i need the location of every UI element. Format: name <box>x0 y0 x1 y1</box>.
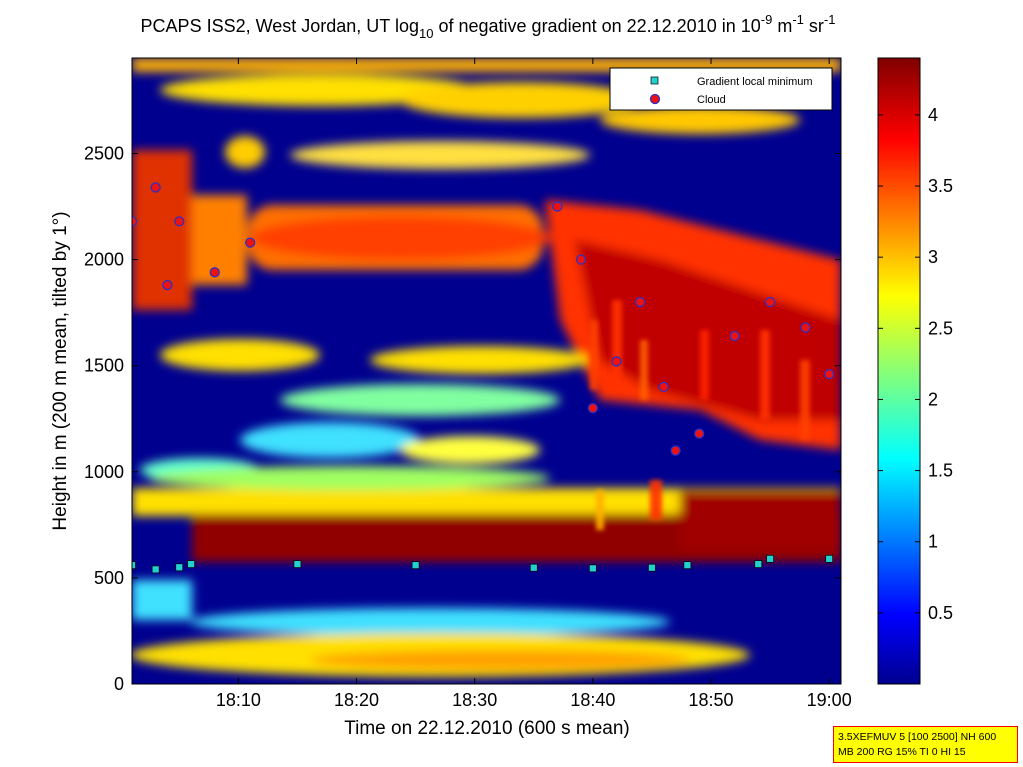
cloud-marker <box>587 402 598 414</box>
colorbar-gradient <box>878 58 920 684</box>
cloud-marker <box>611 356 622 367</box>
cloud-marker <box>694 428 705 439</box>
y-tick-label: 1500 <box>84 356 124 376</box>
note-line-2: MB 200 RG 15% TI 0 HI 15 <box>838 746 966 758</box>
legend-square-marker <box>650 76 659 85</box>
legend-box <box>609 67 833 111</box>
legend-label-gradient-min: Gradient local minimum <box>697 76 813 88</box>
gradient-min-marker <box>132 561 136 570</box>
heatmap-field <box>132 58 841 684</box>
colorbar-tick-label: 2 <box>928 389 938 409</box>
gradient-min-marker <box>293 560 302 568</box>
legend-circle-marker <box>649 93 661 105</box>
gradient-min-marker <box>411 561 420 570</box>
cloud-marker <box>824 369 835 380</box>
gradient-min-marker <box>588 564 597 573</box>
cloud-marker <box>162 279 173 291</box>
cloud-marker <box>764 296 776 308</box>
plot-area-border <box>131 57 842 685</box>
cloud-marker <box>174 216 185 227</box>
legend-label-cloud: Cloud <box>697 94 726 106</box>
cloud-marker <box>670 445 681 456</box>
gradient-min-marker <box>151 565 160 574</box>
gradient-min-marker <box>683 561 692 570</box>
cloud-marker <box>209 267 220 278</box>
x-tick-label: 18:50 <box>688 690 733 710</box>
gradient-min-marker <box>825 554 834 563</box>
x-tick-label: 18:40 <box>570 690 615 710</box>
y-tick-label: 2000 <box>84 250 124 270</box>
colorbar-tick-label: 1 <box>928 532 938 552</box>
y-tick-label: 1000 <box>84 462 124 482</box>
colorbar: 0.5 1 1.5 2 2.5 3 3.5 4 <box>877 57 953 685</box>
cloud-marker <box>658 381 669 393</box>
colorbar-tick-label: 3.5 <box>928 176 953 196</box>
cloud-marker <box>552 201 563 212</box>
cloud-marker <box>245 237 256 248</box>
gradient-min-marker <box>175 563 184 572</box>
x-axis-label: Time on 22.12.2010 (600 s mean) <box>344 718 630 739</box>
x-tick-label: 18:20 <box>334 690 379 710</box>
cloud-marker <box>132 216 138 227</box>
cloud-marker <box>800 322 811 333</box>
gradient-min-marker <box>754 560 763 568</box>
note-line-1: 3.5XEFMUV 5 [100 2500] NH 600 <box>838 731 997 743</box>
x-tick-label: 18:10 <box>216 690 261 710</box>
colorbar-ticks: 0.5 1 1.5 2 2.5 3 3.5 4 <box>878 105 953 623</box>
y-tick-label: 500 <box>94 568 124 588</box>
colorbar-tick-label: 3 <box>928 247 938 267</box>
cloud-marker <box>634 296 646 308</box>
gradient-min-marker <box>529 563 538 572</box>
gradient-min-marker <box>648 563 656 572</box>
cloud-marker <box>729 330 740 342</box>
gradient-min-marker <box>187 560 195 568</box>
colorbar-tick-label: 2.5 <box>928 318 953 338</box>
settings-note-box: 3.5XEFMUV 5 [100 2500] NH 600 MB 200 RG … <box>833 726 1018 763</box>
y-axis: 0 500 1000 1500 2000 2500 <box>84 143 841 694</box>
colorbar-tick-label: 0.5 <box>928 603 953 623</box>
colorbar-border <box>877 57 921 685</box>
markers-layer <box>132 182 835 574</box>
x-tick-label: 18:30 <box>452 690 497 710</box>
y-tick-label: 2500 <box>84 143 124 163</box>
cloud-marker <box>575 254 587 265</box>
legend: Gradient local minimum Cloud <box>609 67 833 111</box>
y-axis-label: Height in m (200 m mean, tilted by 1°) <box>50 211 71 530</box>
cloud-marker <box>150 182 161 193</box>
y-tick-label: 0 <box>114 674 124 694</box>
chart-title: PCAPS ISS2, West Jordan, UT log10 of neg… <box>141 12 836 41</box>
x-tick-label: 19:00 <box>807 690 852 710</box>
colorbar-tick-label: 4 <box>928 105 938 125</box>
gradient-min-marker <box>766 554 774 563</box>
colorbar-tick-label: 1.5 <box>928 461 953 481</box>
x-axis: 18:10 18:20 18:30 18:40 18:50 19:00 <box>216 58 852 710</box>
